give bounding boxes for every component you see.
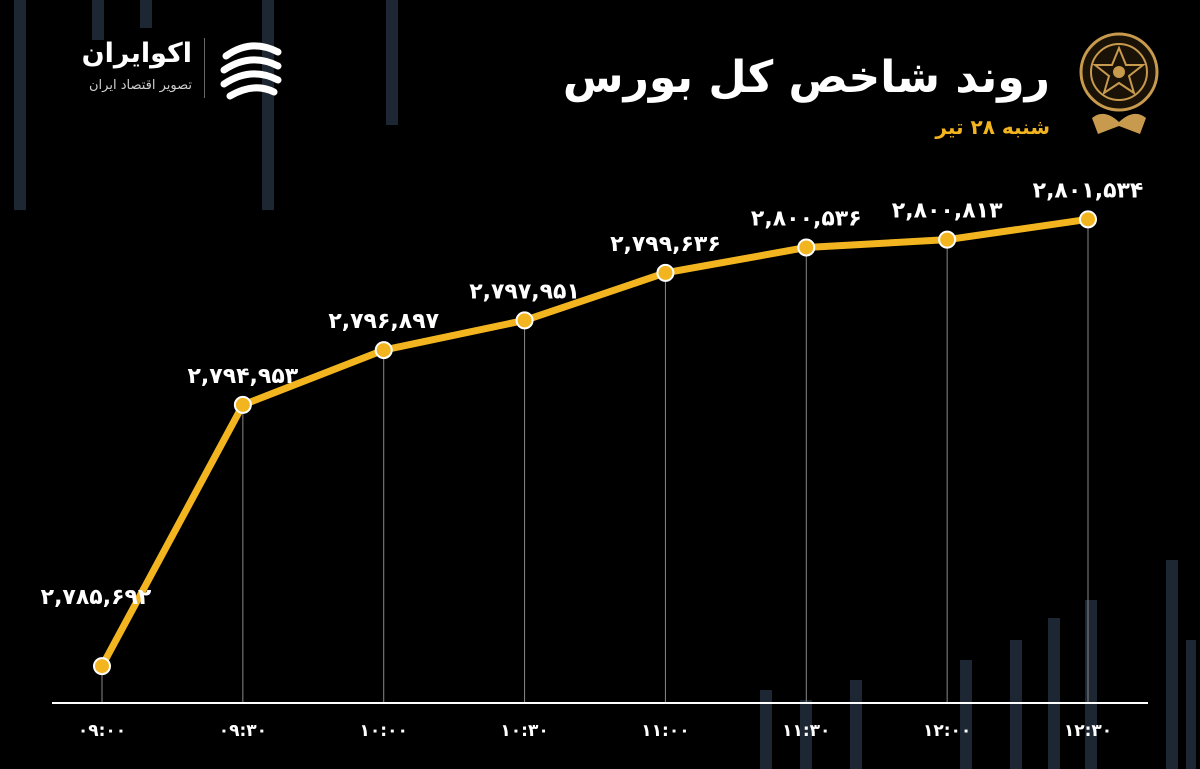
x-tick-label: ۱۱:۳۰ [782,721,830,741]
data-point [797,238,816,257]
data-label: ۲,۷۹۹,۶۳۶ [610,232,721,257]
data-point [938,230,957,249]
data-label: ۲,۷۹۶,۸۹۷ [328,309,439,334]
logo-divider [204,38,205,98]
ecoiran-logo-icon [220,42,282,100]
x-tick-label: ۱۰:۳۰ [500,721,548,741]
data-point [515,311,534,330]
data-point [656,263,675,282]
data-point [374,341,393,360]
data-label: ۲,۸۰۰,۵۳۶ [751,206,862,231]
data-label: ۲,۷۹۴,۹۵۳ [187,364,298,389]
x-tick-label: ۰۹:۳۰ [219,721,267,741]
tehran-stock-exchange-emblem-icon [1079,32,1159,134]
data-label: ۲,۸۰۰,۸۱۳ [892,199,1003,224]
data-point [233,395,252,414]
data-label: ۲,۸۰۱,۵۳۴ [1033,178,1144,203]
ecoiran-logo: اکوایران تصویر اقتصاد ایران [40,34,300,104]
data-point [1079,210,1097,229]
x-tick-label: ۱۱:۰۰ [641,721,689,741]
data-label: ۲,۷۸۵,۶۹۲ [41,585,152,610]
data-label: ۲,۷۹۷,۹۵۱ [469,279,580,304]
data-point [93,657,111,676]
page-title: روند شاخص کل بورس [562,52,1050,103]
series-line [98,215,1092,670]
x-tick-label: ۱۲:۳۰ [1064,721,1112,741]
x-tick-label: ۰۹:۰۰ [78,721,126,741]
x-tick-label: ۱۰:۰۰ [360,721,408,741]
logo-name: اکوایران [81,38,192,69]
x-tick-label: ۱۲:۰۰ [923,721,971,741]
page-subtitle: شنبه ۲۸ تیر [935,115,1050,139]
logo-tagline: تصویر اقتصاد ایران [89,78,192,93]
